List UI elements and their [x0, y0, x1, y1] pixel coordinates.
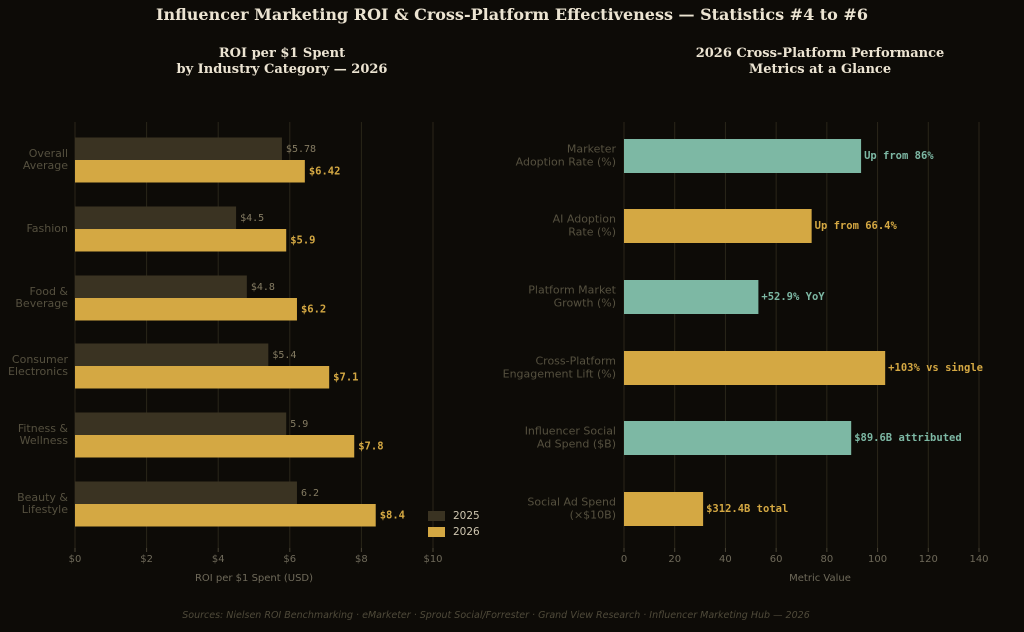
performance-tick-label: 60	[770, 554, 783, 565]
roi-bar-2026	[75, 298, 297, 321]
performance-bar	[624, 139, 862, 173]
performance-bar	[624, 280, 759, 314]
roi-chart-title: ROI per $1 Spent by Industry Category — 2…	[177, 46, 388, 77]
performance-bar	[624, 421, 852, 455]
figure-title: Influencer Marketing ROI & Cross-Platfor…	[156, 5, 868, 24]
roi-bar-label-2025: 5.9	[290, 419, 308, 430]
roi-bar-2026	[75, 229, 287, 252]
performance-tick-label: 140	[969, 554, 988, 565]
roi-tick-label: $10	[423, 554, 442, 565]
roi-bar-2025	[75, 137, 282, 160]
roi-tick-label: $0	[69, 554, 82, 565]
roi-bar-2026	[75, 366, 330, 389]
roi-legend-label: 2026	[453, 526, 480, 538]
performance-x-axis-label: Metric Value	[789, 573, 851, 584]
roi-bar-label-2026: $6.2	[301, 303, 326, 315]
roi-bar-label-2026: $5.9	[290, 234, 315, 246]
roi-category-label: Beauty & Lifestyle	[17, 491, 68, 516]
performance-bar-label: +103% vs single	[888, 362, 983, 374]
performance-bar	[624, 209, 812, 243]
roi-bar-2026	[75, 504, 376, 527]
roi-category-label: Fashion	[26, 222, 68, 235]
performance-bar	[624, 351, 886, 385]
performance-category-label: Marketer Adoption Rate (%)	[516, 143, 617, 169]
roi-bar-2026	[75, 160, 305, 183]
roi-category-label: Overall Average	[23, 147, 68, 172]
roi-bar-label-2026: $7.8	[358, 440, 383, 452]
roi-category-label: Fitness & Wellness	[18, 422, 69, 447]
performance-bar	[624, 492, 704, 526]
roi-bar-label-2025: $5.78	[286, 144, 316, 155]
performance-category-label: AI Adoption Rate (%)	[553, 213, 616, 239]
performance-tick-label: 20	[668, 554, 681, 565]
performance-category-label: Platform Market Growth (%)	[528, 284, 616, 310]
roi-bar-2025	[75, 343, 269, 366]
roi-category-label: Food & Beverage	[15, 285, 68, 310]
performance-tick-label: 80	[820, 554, 833, 565]
performance-tick-label: 40	[719, 554, 732, 565]
performance-chart-title: 2026 Cross-Platform Performance Metrics a…	[696, 46, 945, 77]
roi-bar-label-2026: $6.42	[309, 165, 341, 177]
performance-chart: 2026 Cross-Platform Performance Metrics a…	[503, 46, 989, 584]
performance-category-label: Influencer Social Ad Spend ($B)	[525, 425, 616, 451]
roi-bar-label-2026: $7.1	[333, 371, 358, 383]
roi-bar-label-2025: $4.8	[251, 282, 275, 293]
roi-x-axis-label: ROI per $1 Spent (USD)	[195, 573, 313, 584]
performance-bar-label: Up from 86%	[864, 150, 934, 162]
roi-bar-label-2026: $8.4	[380, 509, 405, 521]
figure-source: Sources: Nielsen ROI Benchmarking · eMar…	[182, 610, 809, 621]
performance-bar-label: $89.6B attributed	[854, 432, 961, 444]
performance-category-label: Cross-Platform Engagement Lift (%)	[503, 355, 616, 381]
roi-bar-2026	[75, 435, 355, 458]
roi-tick-label: $4	[212, 554, 225, 565]
roi-tick-label: $2	[140, 554, 153, 565]
roi-tick-label: $8	[355, 554, 368, 565]
performance-tick-label: 100	[868, 554, 887, 565]
roi-bar-2025	[75, 412, 287, 435]
performance-bar-label: +52.9% YoY	[761, 291, 825, 303]
roi-category-label: Consumer Electronics	[8, 353, 68, 378]
roi-legend-swatch	[428, 527, 445, 537]
roi-bar-label-2025: 6.2	[301, 488, 319, 499]
roi-legend: 2025 2026	[428, 510, 480, 538]
roi-tick-label: $6	[283, 554, 296, 565]
roi-legend-swatch	[428, 511, 445, 521]
performance-tick-label: 120	[919, 554, 938, 565]
roi-bar-2025	[75, 481, 297, 504]
performance-category-label: Social Ad Spend (×$10B)	[527, 496, 616, 522]
roi-bar-2025	[75, 206, 237, 229]
performance-tick-label: 0	[621, 554, 627, 565]
performance-bar-label: $312.4B total	[706, 503, 788, 515]
roi-chart: ROI per $1 Spent by Industry Category — 2…	[8, 46, 480, 584]
roi-bar-label-2025: $5.4	[272, 350, 296, 361]
roi-bar-2025	[75, 275, 247, 298]
roi-bar-label-2025: $4.5	[240, 213, 264, 224]
roi-legend-label: 2025	[453, 510, 480, 522]
performance-bar-label: Up from 66.4%	[815, 220, 898, 232]
